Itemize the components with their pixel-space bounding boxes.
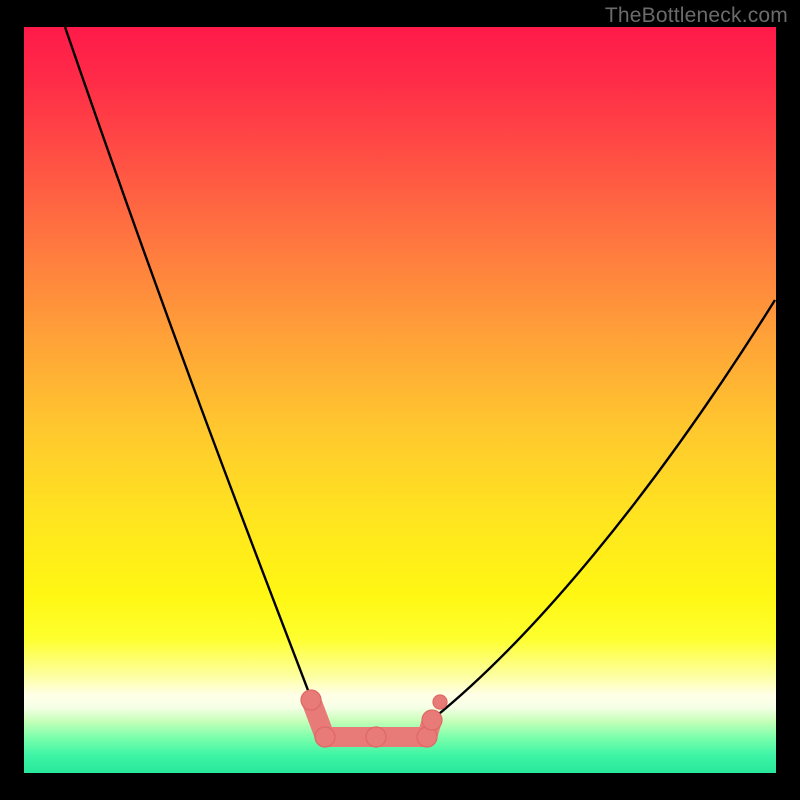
gradient-background xyxy=(24,27,776,773)
bottleneck-chart xyxy=(0,0,800,800)
watermark-text: TheBottleneck.com xyxy=(605,4,788,28)
chart-frame: TheBottleneck.com xyxy=(0,0,800,800)
